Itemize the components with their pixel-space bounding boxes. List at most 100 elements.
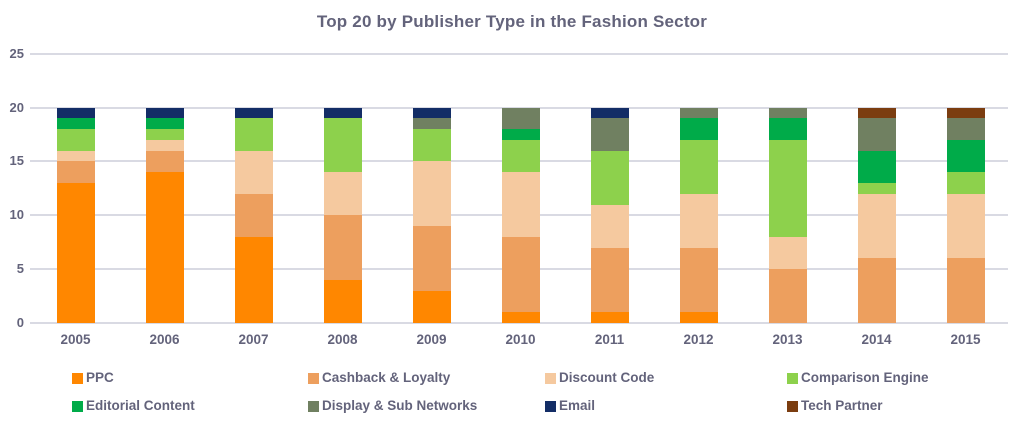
bar-segment-2012-cashback-loyalty (679, 247, 718, 313)
bar-segment-2009-ppc (412, 290, 451, 323)
bar-segment-2015-display-sub-networks (946, 118, 985, 140)
bar-segment-2013-editorial-content (768, 118, 807, 140)
bar-segment-2014-editorial-content (857, 150, 896, 183)
bar-segment-2007-email (234, 107, 273, 119)
legend-item-display-sub-networks: Display & Sub Networks (308, 398, 477, 414)
bar-segment-2007-discount-code (234, 150, 273, 194)
bar-segment-2008-cashback-loyalty (323, 215, 362, 280)
legend-label: Discount Code (559, 370, 655, 385)
bar-segment-2009-cashback-loyalty (412, 226, 451, 291)
gridline (30, 52, 1008, 55)
bar-segment-2012-display-sub-networks (679, 107, 718, 119)
bar-segment-2005-comparison-engine (56, 129, 95, 151)
bar-segment-2014-cashback-loyalty (857, 258, 896, 323)
bar-segment-2012-comparison-engine (679, 139, 718, 194)
bar-segment-2010-display-sub-networks (501, 107, 540, 130)
bar-segment-2012-discount-code (679, 193, 718, 248)
x-axis-label: 2010 (505, 332, 536, 347)
legend-swatch (308, 373, 319, 384)
bar-segment-2011-ppc (590, 312, 629, 323)
y-axis-tick-label: 10 (9, 207, 24, 223)
legend-label: Display & Sub Networks (322, 398, 478, 413)
legend-item-comparison-engine: Comparison Engine (787, 370, 929, 386)
legend-item-tech-partner: Tech Partner (787, 398, 883, 414)
x-axis-label: 2011 (594, 332, 625, 347)
bar-segment-2010-editorial-content (501, 129, 540, 140)
legend-label: Comparison Engine (801, 370, 929, 385)
bar-segment-2010-cashback-loyalty (501, 236, 540, 313)
x-axis-label: 2007 (238, 332, 269, 347)
bar-segment-2014-comparison-engine (857, 183, 896, 194)
legend-label: PPC (86, 370, 114, 385)
bar-segment-2011-discount-code (590, 204, 629, 248)
bar-segment-2015-cashback-loyalty (946, 258, 985, 323)
gridline (30, 322, 1008, 324)
legend-swatch (545, 401, 556, 412)
legend-swatch (787, 373, 798, 384)
bar-segment-2007-cashback-loyalty (234, 193, 273, 237)
legend-label: Email (559, 398, 596, 413)
legend-label: Tech Partner (801, 398, 883, 413)
bar-segment-2009-discount-code (412, 161, 451, 227)
bar-segment-2008-ppc (323, 279, 362, 323)
bar-segment-2009-display-sub-networks (412, 118, 451, 130)
bar-segment-2006-discount-code (145, 139, 184, 151)
bar-segment-2007-comparison-engine (234, 118, 273, 151)
y-axis-tick-label: 0 (16, 315, 24, 330)
legend-label: Editorial Content (86, 398, 195, 413)
bar-segment-2006-ppc (145, 172, 184, 323)
bar-segment-2006-editorial-content (145, 118, 184, 130)
bar-segment-2015-discount-code (946, 193, 985, 259)
x-axis-label: 2014 (861, 332, 892, 347)
bar-segment-2014-tech-partner (857, 107, 896, 119)
bar-segment-2008-email (323, 107, 362, 119)
bar-segment-2013-discount-code (768, 236, 807, 270)
bar-segment-2012-ppc (679, 312, 718, 323)
bar-segment-2015-editorial-content (946, 139, 985, 173)
bar-segment-2008-discount-code (323, 172, 362, 216)
x-axis-label: 2009 (416, 332, 447, 347)
legend-item-editorial-content: Editorial Content (72, 398, 195, 414)
bar-segment-2010-ppc (501, 312, 540, 323)
bar-segment-2011-email (590, 107, 629, 119)
bar-segment-2014-discount-code (857, 193, 896, 259)
bar-segment-2005-editorial-content (56, 118, 95, 130)
bar-segment-2007-ppc (234, 236, 273, 323)
bar-segment-2009-email (412, 107, 451, 119)
bar-segment-2005-cashback-loyalty (56, 161, 95, 183)
bar-segment-2013-cashback-loyalty (768, 269, 807, 323)
legend-swatch (72, 373, 83, 384)
legend-swatch (545, 373, 556, 384)
y-axis-tick-label: 20 (9, 99, 24, 115)
bar-segment-2009-comparison-engine (412, 129, 451, 162)
bar-segment-2014-display-sub-networks (857, 118, 896, 151)
bar-segment-2011-comparison-engine (590, 150, 629, 205)
chart-title: Top 20 by Publisher Type in the Fashion … (316, 12, 708, 31)
bar-segment-2010-discount-code (501, 172, 540, 237)
legend-swatch (308, 401, 319, 412)
legend-swatch (787, 401, 798, 412)
bar-segment-2006-cashback-loyalty (145, 150, 184, 173)
y-axis-tick-label: 15 (9, 153, 24, 169)
bar-segment-2013-display-sub-networks (768, 107, 807, 119)
x-axis-label: 2006 (149, 332, 180, 347)
bar-segment-2015-comparison-engine (946, 172, 985, 194)
bar-segment-2013-comparison-engine (768, 139, 807, 237)
legend-label: Cashback & Loyalty (322, 370, 451, 385)
legend-item-ppc: PPC (72, 370, 114, 386)
x-axis-label: 2012 (683, 332, 714, 347)
bar-segment-2005-discount-code (56, 150, 95, 162)
legend-item-discount-code: Discount Code (545, 370, 654, 386)
x-axis-label: 2013 (772, 332, 803, 347)
bar-segment-2011-display-sub-networks (590, 118, 629, 151)
bar-segment-2006-comparison-engine (145, 129, 184, 140)
bar-segment-2011-cashback-loyalty (590, 247, 629, 313)
bar-segment-2015-tech-partner (946, 107, 985, 119)
y-axis-tick-label: 25 (9, 45, 24, 61)
bar-segment-2005-ppc (56, 183, 95, 323)
legend-swatch (72, 401, 83, 412)
y-axis-tick-label: 5 (16, 261, 24, 277)
bar-segment-2010-comparison-engine (501, 139, 540, 173)
